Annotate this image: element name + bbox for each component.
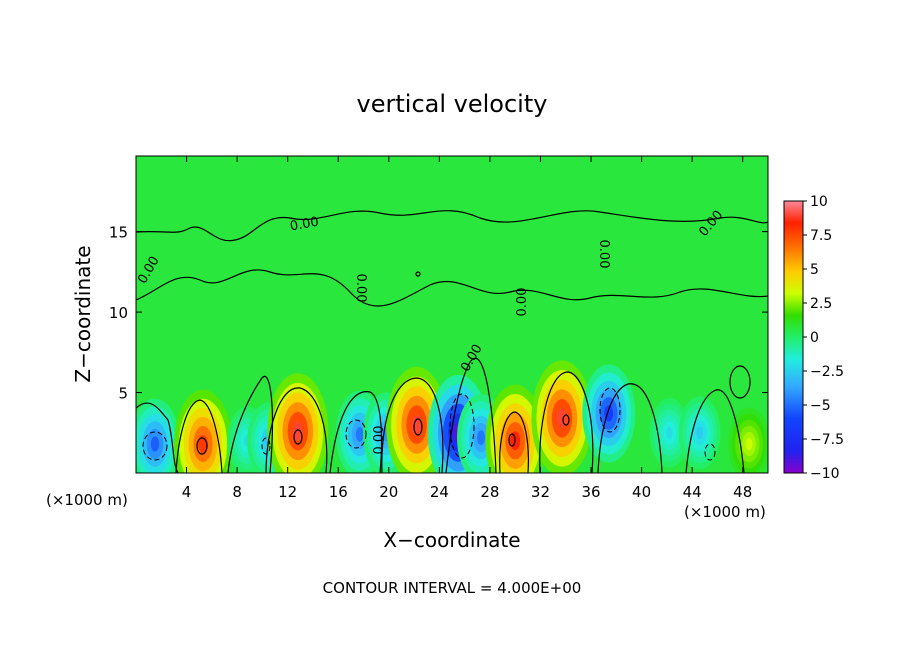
colorbar-tick-label: −5 [810, 398, 831, 414]
downdraft-cell [136, 398, 180, 473]
downdraft-cell [678, 396, 721, 470]
chart-title: vertical velocity [357, 90, 548, 118]
contour-label: 0.00 [289, 215, 320, 235]
x-tick-label: 24 [430, 483, 449, 501]
negative-contours [142, 387, 716, 461]
contour-label: 0.00 [596, 240, 611, 269]
contour-line [685, 389, 745, 473]
contour-line [136, 210, 768, 242]
cell-level [355, 427, 364, 442]
contour-line [142, 431, 168, 461]
cell-level [556, 408, 568, 428]
contour-line [729, 365, 751, 399]
contour-line [599, 387, 621, 433]
x-tick-label: 20 [379, 483, 398, 501]
plot-frame [135, 155, 769, 474]
cell-level [477, 430, 486, 445]
contour-line [196, 437, 208, 455]
colorbar-tick-label: 10 [810, 194, 828, 210]
contour-lines [136, 210, 768, 473]
x-unit-left: (×1000 m) [46, 491, 128, 509]
colorbar-tick-label: 7.5 [810, 228, 832, 244]
contour-line [508, 433, 516, 447]
cell-level [696, 426, 704, 439]
x-tick-label: 44 [683, 483, 702, 501]
x-tick-label: 48 [733, 483, 752, 501]
contour-line [293, 429, 303, 445]
colorbar-tick-label: −7.5 [810, 432, 844, 448]
y-axis: 5 10 15 [109, 224, 768, 403]
contour-line [413, 418, 423, 436]
y-axis-label: Z−coordinate [71, 245, 95, 382]
colorbar-gradient [783, 200, 804, 474]
contour-line [381, 377, 444, 473]
y-tick-label: 10 [109, 304, 128, 322]
cell-level [666, 426, 673, 439]
colorbar-tick-label: 5 [810, 262, 819, 278]
x-axis: 4 8 12 16 20 24 28 32 36 40 44 48 [182, 156, 752, 501]
contour-line [265, 387, 328, 473]
x-tick-label: 28 [480, 483, 499, 501]
contour-label: 0.00 [372, 426, 387, 455]
x-tick-label: 4 [182, 483, 192, 501]
contour-line [499, 411, 529, 473]
contour-line [136, 402, 179, 473]
y-tick-label: 15 [109, 224, 128, 242]
contour-label: 0.00 [353, 274, 368, 303]
contour-line [704, 443, 716, 461]
contour-line [415, 271, 421, 277]
x-unit-right: (×1000 m) [684, 503, 766, 521]
contour-line [539, 371, 594, 473]
x-tick-label: 40 [632, 483, 651, 501]
cell-level [292, 421, 303, 441]
colorbar-tick-label: 0 [810, 330, 819, 346]
contour-line [227, 375, 274, 473]
colorbar: 10 7.5 5 2.5 0 −2.5 −5 −7.5 −10 [783, 194, 844, 482]
cell-level [411, 415, 422, 435]
cell-level [150, 436, 160, 452]
contour-line [445, 358, 497, 473]
contour-line [261, 437, 271, 455]
contour-line [597, 383, 663, 473]
x-tick-label: 16 [329, 483, 348, 501]
x-tick-label: 8 [232, 483, 242, 501]
cell-level [745, 437, 753, 451]
updraft-cell [267, 373, 329, 473]
colorbar-ticks: 10 7.5 5 2.5 0 −2.5 −5 −7.5 −10 [803, 194, 844, 482]
contour-line [175, 399, 223, 473]
contour-line [136, 269, 768, 307]
x-axis-label: X−coordinate [383, 528, 520, 552]
plot-area: 0.000.000.00 0.000.000.000.000.00 4 8 12 16 2… [109, 155, 769, 501]
x-tick-label: 36 [581, 483, 600, 501]
x-tick-label: 12 [278, 483, 297, 501]
contour-interval-note: CONTOUR INTERVAL = 4.000E+00 [323, 579, 582, 597]
y-tick-label: 5 [118, 385, 128, 403]
colorbar-tick-label: 2.5 [810, 296, 832, 312]
x-tick-label: 32 [531, 483, 550, 501]
contour-line [329, 391, 383, 473]
colorbar-tick-label: −10 [810, 466, 840, 482]
contour-label: 0.00 [515, 288, 530, 317]
contour-line [449, 393, 475, 459]
downdraft-cell [649, 398, 690, 468]
contour-line [562, 414, 570, 426]
colorbar-tick-label: −2.5 [810, 364, 844, 380]
contour-line [345, 419, 367, 449]
